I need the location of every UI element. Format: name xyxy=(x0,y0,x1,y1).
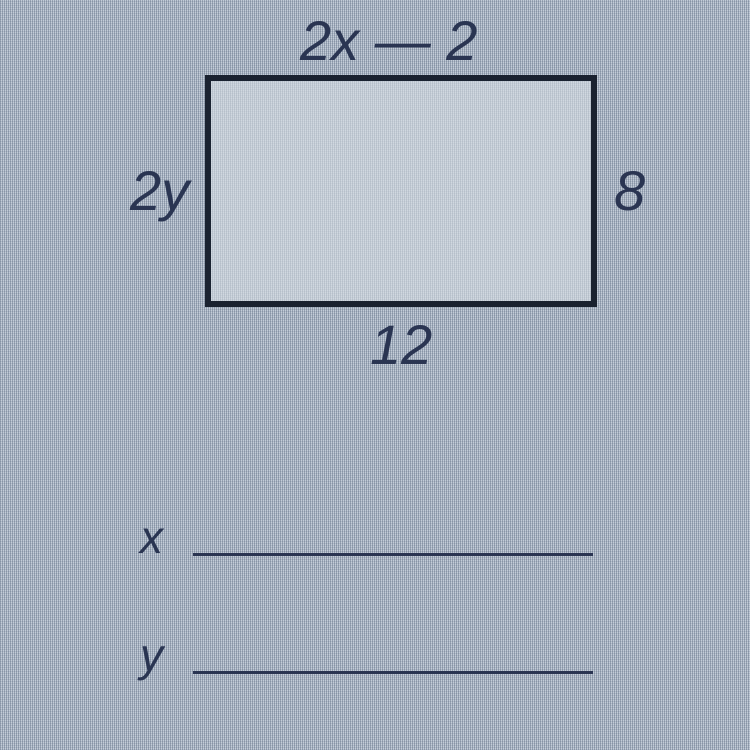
answer-row-x: x xyxy=(140,510,593,564)
answer-line-y xyxy=(193,671,593,674)
rectangle-shape xyxy=(205,75,597,307)
rectangle-label-right: 8 xyxy=(614,158,645,223)
rectangle-label-left: 2y xyxy=(130,158,189,223)
rectangle-label-top: 2x — 2 xyxy=(300,8,477,73)
answer-var-x: x xyxy=(140,510,163,564)
rectangle-label-bottom: 12 xyxy=(370,312,432,377)
answer-var-y: y xyxy=(140,628,163,682)
answer-row-y: y xyxy=(140,628,593,682)
answer-line-x xyxy=(193,553,593,556)
